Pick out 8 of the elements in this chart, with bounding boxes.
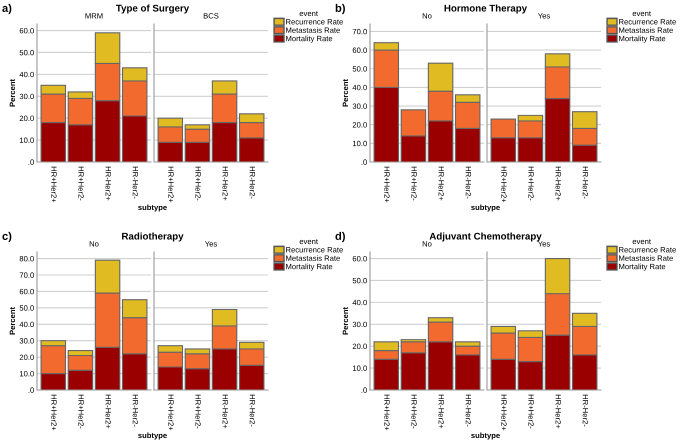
chart-title: Hormone Therapy — [444, 4, 528, 14]
text: d) — [335, 232, 345, 242]
text: b) — [336, 4, 345, 14]
chart-title: Radiotherapy — [122, 232, 184, 242]
text: a) — [2, 4, 12, 14]
chart-title: Adjuvant Chemotherapy — [430, 232, 542, 242]
chart-title: Type of Surgery — [116, 4, 190, 14]
text: c) — [2, 232, 12, 242]
